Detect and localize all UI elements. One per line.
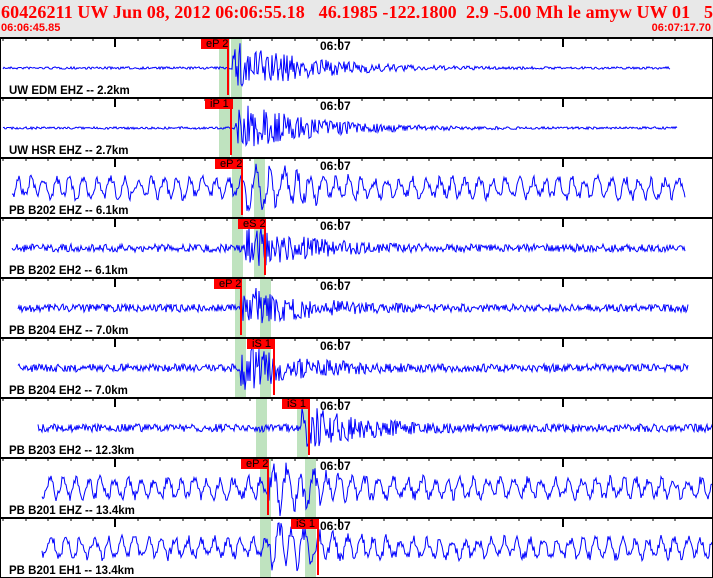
pick-label: eP 2 [246,458,268,470]
channel-panel[interactable]: iS 1 06:07 PB B204 EH2 -- 7.0km [0,337,713,397]
pick-flag[interactable] [214,278,242,289]
event-title: 60426211 UW Jun 08, 2012 06:06:55.18 46.… [1,2,713,22]
channel-label: PB B204 EH2 -- 7.0km [9,385,128,397]
pick-window [260,517,271,577]
end-time: 06:07:17.70 [651,22,711,34]
pick-label: iS 1 [296,518,315,530]
minute-label: 06:07 [320,159,351,173]
waveform-trace [2,43,671,87]
channel-panel[interactable]: iS 1 06:07 PB B203 EH2 -- 12.3km [0,397,713,457]
channel-label: UW EDM EHZ -- 2.2km [9,85,130,97]
waveform-trace [17,347,689,390]
pick-label: eP 2 [206,38,228,50]
pick-label: iP 1 [210,98,229,110]
pick-flag[interactable] [205,98,233,109]
pick-window [297,397,308,457]
waveform-trace [11,163,686,212]
channel-label: PB B202 EHZ -- 6.1km [9,205,129,217]
header-bar: 60426211 UW Jun 08, 2012 06:06:55.18 46.… [0,0,713,37]
minute-label: 06:07 [320,219,351,233]
pick-window [232,157,243,217]
pick-flag[interactable] [201,38,229,49]
pick-label: iS 1 [287,398,306,410]
minute-label: 06:07 [320,339,351,353]
waveform-trace [37,407,713,449]
minute-label: 06:07 [320,399,351,413]
channel-panel[interactable]: eP 2 06:07 PB B204 EHZ -- 7.0km [0,277,713,337]
pick-label: eS 2 [243,218,266,230]
waveform-trace [41,522,713,572]
channel-panel[interactable]: iS 1 06:07 PB B201 EH1 -- 13.4km [0,517,713,577]
minute-label: 06:07 [320,99,351,113]
minute-label: 06:07 [320,279,351,293]
channel-label: PB B201 EHZ -- 13.4km [9,505,135,517]
pick-label: iS 1 [252,338,271,350]
pick-flag[interactable] [215,158,243,169]
channel-panel[interactable]: eP 2 06:07 PB B202 EHZ -- 6.1km [0,157,713,217]
pick-window [219,37,230,97]
pick-label: eP 2 [220,158,242,170]
waveform-trace [41,462,713,517]
minute-label: 06:07 [320,459,351,473]
channel-panel[interactable]: iP 1 06:07 UW HSR EHZ -- 2.7km [0,97,713,157]
pick-label: eP 2 [219,278,241,290]
minute-label: 06:07 [320,519,351,533]
pick-flag[interactable] [282,398,310,409]
pick-window [235,337,246,397]
waveform-trace [2,105,678,147]
seismogram-panels[interactable]: eP 2 06:07 UW EDM EHZ -- 2.2km iP 1 06:07 UW … [0,37,713,578]
pick-window [219,97,230,157]
waveform-trace [11,225,686,266]
channel-panel[interactable]: eP 2 06:07 PB B201 EHZ -- 13.4km [0,457,713,517]
waveform-trace [17,287,689,324]
channel-label: PB B203 EH2 -- 12.3km [9,445,134,457]
channel-label: PB B201 EH1 -- 13.4km [9,565,134,577]
minute-label: 06:07 [320,39,351,53]
pick-flag[interactable] [241,458,269,469]
channel-label: PB B204 EHZ -- 7.0km [9,325,129,337]
pick-flag[interactable] [291,518,319,529]
pick-flag[interactable] [238,218,266,229]
channel-panel[interactable]: eS 2 06:07 PB B202 EH2 -- 6.1km [0,217,713,277]
channel-label: PB B202 EH2 -- 6.1km [9,265,128,277]
pick-window [260,277,271,337]
channel-label: UW HSR EHZ -- 2.7km [9,145,129,157]
pick-window [305,517,316,577]
pick-window [260,457,271,517]
pick-flag[interactable] [247,338,275,349]
channel-panel[interactable]: eP 2 06:07 UW EDM EHZ -- 2.2km [0,37,713,97]
start-time: 06:06:45.85 [1,22,61,34]
